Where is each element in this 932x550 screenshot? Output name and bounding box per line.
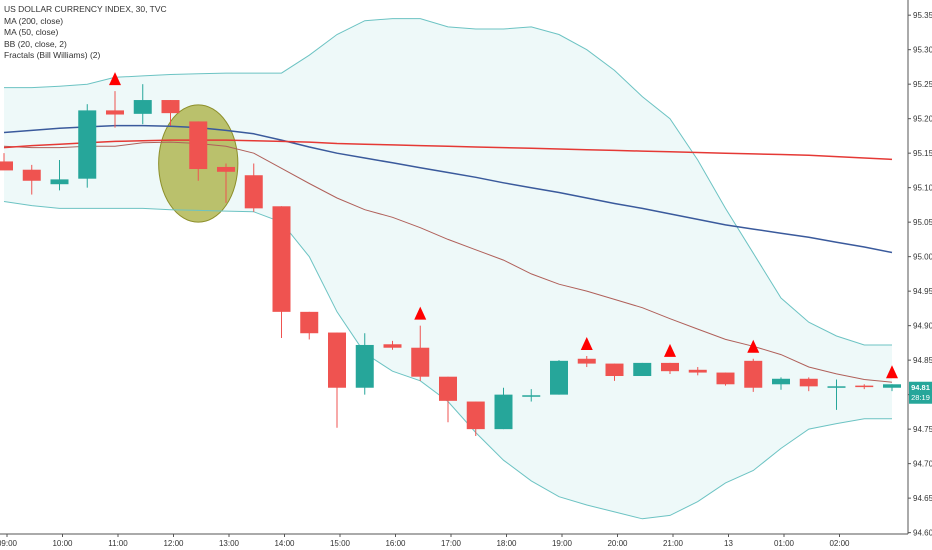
y-tick-label: 94.60: [913, 529, 932, 538]
price-badge-countdown: 28:19: [911, 393, 930, 402]
candle-body[interactable]: [661, 362, 679, 372]
fractal-up-marker: [886, 365, 898, 379]
price-badge: [909, 381, 932, 404]
ma50-line: [3, 124, 893, 254]
candle-body[interactable]: [688, 369, 707, 373]
y-tick-label: 94.90: [913, 322, 932, 331]
candle-body[interactable]: [744, 360, 763, 388]
legend-symbol: US DOLLAR CURRENCY INDEX, 30, TVC: [4, 4, 167, 14]
candle-body[interactable]: [106, 110, 124, 115]
x-tick-label: 13:00: [219, 539, 240, 548]
x-tick-label: 20:00: [607, 539, 628, 548]
candle-body[interactable]: [716, 372, 735, 385]
x-tick-label: 21:00: [663, 539, 684, 548]
fractal-up-marker: [747, 339, 760, 353]
x-tick-label: 02:00: [829, 539, 850, 548]
x-tick-label: 18:00: [496, 539, 517, 548]
y-tick-label: 95.15: [913, 149, 932, 158]
candle-body[interactable]: [411, 347, 430, 377]
y-tick-label: 95.35: [913, 11, 932, 20]
x-tick-label: 13: [724, 539, 733, 548]
candle-body[interactable]: [22, 169, 41, 181]
bb-fill: [4, 18, 892, 519]
candle-body[interactable]: [50, 179, 69, 185]
candle-body[interactable]: [550, 360, 568, 395]
fractal-up-marker: [580, 337, 593, 350]
y-tick-label: 94.65: [913, 494, 932, 503]
x-tick-label: 19:00: [552, 539, 573, 548]
candle-body[interactable]: [522, 395, 541, 397]
candle-body[interactable]: [383, 344, 402, 348]
y-tick-label: 95.05: [913, 218, 932, 227]
candle-body[interactable]: [328, 332, 346, 388]
y-tick-label: 95.20: [913, 115, 932, 124]
y-tick-label: 94.75: [913, 425, 932, 434]
candle-body[interactable]: [577, 358, 596, 364]
candle-body[interactable]: [189, 121, 208, 170]
x-tick-label: 01:00: [774, 539, 795, 548]
candle-body[interactable]: [78, 110, 97, 179]
legend-bb[interactable]: BB (20, close, 2): [4, 38, 67, 49]
price-badge-value: 94.81: [911, 383, 930, 392]
candle-body[interactable]: [244, 175, 263, 209]
x-tick-label: 15:00: [330, 539, 351, 548]
candle-body[interactable]: [883, 384, 901, 388]
x-tick-label: 17:00: [441, 539, 462, 548]
ma200-line: [3, 139, 893, 161]
candle-body[interactable]: [439, 376, 457, 401]
bb-upper-line: [4, 18, 892, 346]
legend-ma200[interactable]: MA (200, close): [4, 15, 64, 26]
x-tick-label: 16:00: [385, 539, 406, 548]
y-tick-label: 95.10: [913, 184, 932, 193]
x-tick-label: 09:00: [0, 539, 18, 548]
candle-body[interactable]: [799, 378, 818, 387]
candle-body[interactable]: [272, 206, 291, 312]
candle-body[interactable]: [161, 100, 180, 114]
y-tick-label: 95.25: [913, 80, 932, 89]
candle-body[interactable]: [855, 385, 874, 388]
candle-body[interactable]: [494, 394, 513, 430]
candle-body[interactable]: [300, 311, 319, 334]
y-tick-label: 94.85: [913, 356, 932, 365]
candle-body[interactable]: [605, 363, 624, 377]
y-tick-label: 95.00: [913, 253, 932, 262]
y-tick-label: 94.95: [913, 287, 932, 296]
fractal-up-marker: [664, 343, 676, 357]
candle-body[interactable]: [633, 362, 652, 377]
x-tick-label: 11:00: [108, 539, 128, 548]
candle-body[interactable]: [133, 100, 152, 114]
chart-legend: US DOLLAR CURRENCY INDEX, 30, TVC MA (20…: [4, 4, 167, 62]
y-tick-label: 95.30: [913, 46, 932, 55]
y-tick-label: 94.70: [913, 460, 932, 469]
candle-body[interactable]: [772, 378, 790, 385]
candle-body[interactable]: [355, 344, 374, 388]
bb-basis-line: [3, 141, 893, 383]
fractal-up-marker: [109, 72, 121, 86]
candle-body[interactable]: [217, 166, 235, 172]
fractal-up-marker: [414, 306, 427, 320]
x-tick-label: 14:00: [274, 539, 295, 548]
legend-ma50[interactable]: MA (50, close): [4, 27, 59, 37]
x-tick-label: 10:00: [52, 539, 73, 548]
x-tick-label: 12:00: [163, 539, 184, 548]
candle-body[interactable]: [827, 386, 846, 388]
candle-body[interactable]: [0, 161, 13, 171]
candle-body[interactable]: [466, 401, 485, 430]
legend-fractals[interactable]: Fractals (Bill Williams) (2): [4, 50, 101, 60]
